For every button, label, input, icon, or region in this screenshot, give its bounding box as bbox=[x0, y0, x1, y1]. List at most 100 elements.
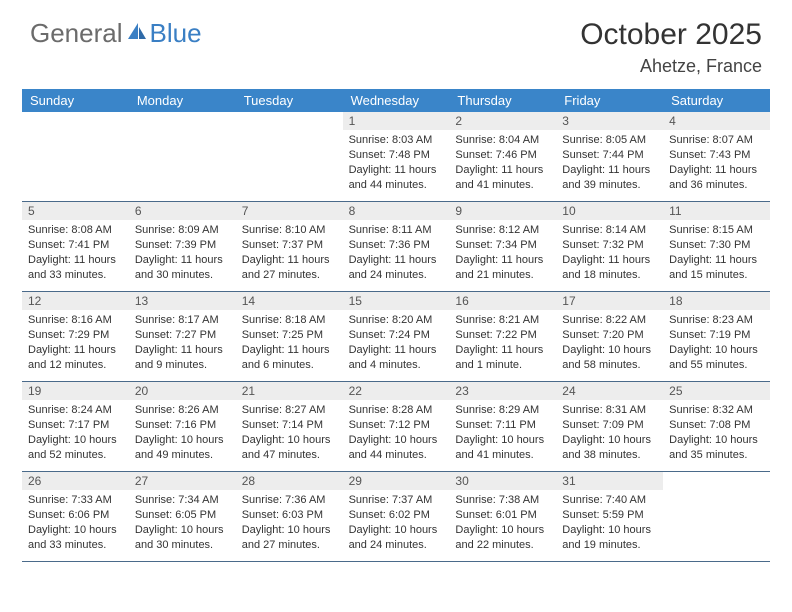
day-number: 30 bbox=[449, 472, 556, 490]
day-cell: 24Sunrise: 8:31 AMSunset: 7:09 PMDayligh… bbox=[556, 382, 663, 472]
sunrise-line: Sunrise: 8:09 AM bbox=[135, 223, 230, 238]
daylight-line: Daylight: 11 hours and 6 minutes. bbox=[242, 343, 337, 373]
calendar: SundayMondayTuesdayWednesdayThursdayFrid… bbox=[22, 89, 770, 562]
sunrise-line: Sunrise: 8:05 AM bbox=[562, 133, 657, 148]
empty-cell bbox=[236, 112, 343, 202]
daylight-line: Daylight: 10 hours and 49 minutes. bbox=[135, 433, 230, 463]
sunrise-line: Sunrise: 7:36 AM bbox=[242, 493, 337, 508]
daylight-line: Daylight: 11 hours and 1 minute. bbox=[455, 343, 550, 373]
daylight-line: Daylight: 11 hours and 33 minutes. bbox=[28, 253, 123, 283]
day-number: 1 bbox=[343, 112, 450, 130]
sunrise-line: Sunrise: 7:34 AM bbox=[135, 493, 230, 508]
sunrise-line: Sunrise: 7:37 AM bbox=[349, 493, 444, 508]
daylight-line: Daylight: 11 hours and 18 minutes. bbox=[562, 253, 657, 283]
daylight-line: Daylight: 11 hours and 36 minutes. bbox=[669, 163, 764, 193]
day-cell: 13Sunrise: 8:17 AMSunset: 7:27 PMDayligh… bbox=[129, 292, 236, 382]
daylight-line: Daylight: 10 hours and 47 minutes. bbox=[242, 433, 337, 463]
daylight-line: Daylight: 11 hours and 15 minutes. bbox=[669, 253, 764, 283]
calendar-grid: 1Sunrise: 8:03 AMSunset: 7:48 PMDaylight… bbox=[22, 112, 770, 562]
day-cell: 31Sunrise: 7:40 AMSunset: 5:59 PMDayligh… bbox=[556, 472, 663, 562]
day-cell: 11Sunrise: 8:15 AMSunset: 7:30 PMDayligh… bbox=[663, 202, 770, 292]
sunset-line: Sunset: 7:08 PM bbox=[669, 418, 764, 433]
day-cell: 18Sunrise: 8:23 AMSunset: 7:19 PMDayligh… bbox=[663, 292, 770, 382]
day-number: 29 bbox=[343, 472, 450, 490]
sunset-line: Sunset: 6:03 PM bbox=[242, 508, 337, 523]
sunrise-line: Sunrise: 8:10 AM bbox=[242, 223, 337, 238]
day-number: 19 bbox=[22, 382, 129, 400]
daylight-line: Daylight: 11 hours and 24 minutes. bbox=[349, 253, 444, 283]
daylight-line: Daylight: 10 hours and 22 minutes. bbox=[455, 523, 550, 553]
day-number: 27 bbox=[129, 472, 236, 490]
sunset-line: Sunset: 7:20 PM bbox=[562, 328, 657, 343]
daylight-line: Daylight: 11 hours and 21 minutes. bbox=[455, 253, 550, 283]
day-number: 10 bbox=[556, 202, 663, 220]
sunrise-line: Sunrise: 8:21 AM bbox=[455, 313, 550, 328]
sunset-line: Sunset: 7:34 PM bbox=[455, 238, 550, 253]
sail-icon bbox=[126, 21, 148, 46]
daylight-line: Daylight: 11 hours and 30 minutes. bbox=[135, 253, 230, 283]
sunset-line: Sunset: 7:36 PM bbox=[349, 238, 444, 253]
day-number: 4 bbox=[663, 112, 770, 130]
sunrise-line: Sunrise: 8:04 AM bbox=[455, 133, 550, 148]
day-cell: 14Sunrise: 8:18 AMSunset: 7:25 PMDayligh… bbox=[236, 292, 343, 382]
sunrise-line: Sunrise: 8:07 AM bbox=[669, 133, 764, 148]
sunset-line: Sunset: 7:44 PM bbox=[562, 148, 657, 163]
day-number: 11 bbox=[663, 202, 770, 220]
day-cell: 23Sunrise: 8:29 AMSunset: 7:11 PMDayligh… bbox=[449, 382, 556, 472]
daylight-line: Daylight: 10 hours and 30 minutes. bbox=[135, 523, 230, 553]
title-block: October 2025 Ahetze, France bbox=[580, 18, 762, 77]
day-number: 2 bbox=[449, 112, 556, 130]
sunset-line: Sunset: 7:09 PM bbox=[562, 418, 657, 433]
daylight-line: Daylight: 11 hours and 27 minutes. bbox=[242, 253, 337, 283]
weekday-friday: Friday bbox=[556, 89, 663, 112]
weekday-thursday: Thursday bbox=[449, 89, 556, 112]
day-cell: 30Sunrise: 7:38 AMSunset: 6:01 PMDayligh… bbox=[449, 472, 556, 562]
day-cell: 25Sunrise: 8:32 AMSunset: 7:08 PMDayligh… bbox=[663, 382, 770, 472]
daylight-line: Daylight: 11 hours and 39 minutes. bbox=[562, 163, 657, 193]
brand-part2: Blue bbox=[150, 18, 202, 49]
weekday-monday: Monday bbox=[129, 89, 236, 112]
sunrise-line: Sunrise: 8:28 AM bbox=[349, 403, 444, 418]
sunrise-line: Sunrise: 8:03 AM bbox=[349, 133, 444, 148]
day-cell: 5Sunrise: 8:08 AMSunset: 7:41 PMDaylight… bbox=[22, 202, 129, 292]
day-cell: 22Sunrise: 8:28 AMSunset: 7:12 PMDayligh… bbox=[343, 382, 450, 472]
daylight-line: Daylight: 10 hours and 19 minutes. bbox=[562, 523, 657, 553]
day-cell: 28Sunrise: 7:36 AMSunset: 6:03 PMDayligh… bbox=[236, 472, 343, 562]
weekday-wednesday: Wednesday bbox=[343, 89, 450, 112]
day-number: 12 bbox=[22, 292, 129, 310]
sunset-line: Sunset: 7:46 PM bbox=[455, 148, 550, 163]
day-number: 6 bbox=[129, 202, 236, 220]
sunset-line: Sunset: 7:43 PM bbox=[669, 148, 764, 163]
sunset-line: Sunset: 7:27 PM bbox=[135, 328, 230, 343]
sunrise-line: Sunrise: 8:14 AM bbox=[562, 223, 657, 238]
sunset-line: Sunset: 7:32 PM bbox=[562, 238, 657, 253]
brand-part1: General bbox=[30, 18, 123, 49]
day-number: 26 bbox=[22, 472, 129, 490]
daylight-line: Daylight: 10 hours and 41 minutes. bbox=[455, 433, 550, 463]
day-number: 14 bbox=[236, 292, 343, 310]
sunrise-line: Sunrise: 8:23 AM bbox=[669, 313, 764, 328]
day-cell: 9Sunrise: 8:12 AMSunset: 7:34 PMDaylight… bbox=[449, 202, 556, 292]
weekday-row: SundayMondayTuesdayWednesdayThursdayFrid… bbox=[22, 89, 770, 112]
daylight-line: Daylight: 10 hours and 33 minutes. bbox=[28, 523, 123, 553]
daylight-line: Daylight: 10 hours and 52 minutes. bbox=[28, 433, 123, 463]
sunset-line: Sunset: 7:24 PM bbox=[349, 328, 444, 343]
day-cell: 6Sunrise: 8:09 AMSunset: 7:39 PMDaylight… bbox=[129, 202, 236, 292]
weekday-saturday: Saturday bbox=[663, 89, 770, 112]
sunset-line: Sunset: 7:37 PM bbox=[242, 238, 337, 253]
day-cell: 26Sunrise: 7:33 AMSunset: 6:06 PMDayligh… bbox=[22, 472, 129, 562]
day-number: 25 bbox=[663, 382, 770, 400]
empty-cell bbox=[663, 472, 770, 562]
sunrise-line: Sunrise: 8:15 AM bbox=[669, 223, 764, 238]
sunset-line: Sunset: 7:11 PM bbox=[455, 418, 550, 433]
header: General Blue October 2025 Ahetze, France bbox=[0, 0, 792, 85]
day-number: 5 bbox=[22, 202, 129, 220]
day-number: 22 bbox=[343, 382, 450, 400]
day-number: 16 bbox=[449, 292, 556, 310]
location-label: Ahetze, France bbox=[580, 56, 762, 77]
day-number: 24 bbox=[556, 382, 663, 400]
day-number: 17 bbox=[556, 292, 663, 310]
day-cell: 12Sunrise: 8:16 AMSunset: 7:29 PMDayligh… bbox=[22, 292, 129, 382]
sunrise-line: Sunrise: 8:31 AM bbox=[562, 403, 657, 418]
day-cell: 29Sunrise: 7:37 AMSunset: 6:02 PMDayligh… bbox=[343, 472, 450, 562]
